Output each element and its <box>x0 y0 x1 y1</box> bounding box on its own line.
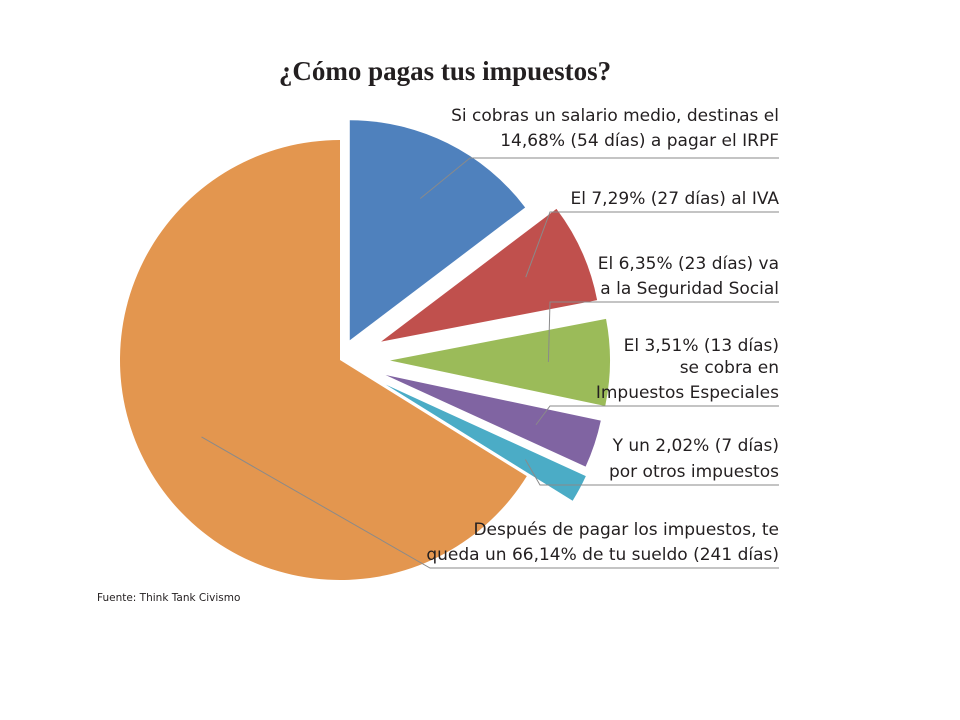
leader-line-4 <box>535 405 779 426</box>
slice-label-3: El 6,35% (23 días) va a la Seguridad Soci… <box>598 254 779 299</box>
slice-label-6: Después de pagar los impuestos, te queda … <box>426 520 779 565</box>
pie-slice-2 <box>381 208 598 342</box>
slice-labels: Si cobras un salario medio, destinas el 1… <box>426 106 779 565</box>
slice-label-1: Si cobras un salario medio, destinas el 1… <box>451 106 779 151</box>
pie-slice-4 <box>385 375 601 467</box>
slice-label-line: Impuestos Especiales <box>596 383 779 403</box>
leader-line-5 <box>524 459 779 486</box>
leader-line-2 <box>525 211 779 278</box>
slice-label-line: 14,68% (54 días) a pagar el IRPF <box>500 131 779 151</box>
slice-label-4: El 3,51% (13 días) se cobra en Impuestos E… <box>596 336 779 403</box>
slice-label-line: queda un 66,14% de tu sueldo (241 días) <box>426 545 779 565</box>
slice-label-line: se cobra en <box>680 358 779 378</box>
slice-label-2: El 7,29% (27 días) al IVA <box>571 189 780 209</box>
slice-label-line: El 3,51% (13 días) <box>624 336 779 356</box>
slice-label-line: El 6,35% (23 días) va <box>598 254 779 274</box>
slice-label-line: por otros impuestos <box>609 462 779 482</box>
pie-slice-5 <box>385 384 586 501</box>
pie-slice-1 <box>349 120 526 341</box>
chart-title: ¿Cómo pagas tus impuestos? <box>279 56 611 86</box>
leader-line-3 <box>547 301 779 362</box>
leader-line-6 <box>201 436 779 569</box>
slice-label-line: Y un 2,02% (7 días) <box>612 436 779 456</box>
slice-label-line: Si cobras un salario medio, destinas el <box>451 106 779 126</box>
pie-slice-3 <box>389 318 610 407</box>
pie-slice-6 <box>119 140 527 580</box>
slice-label-line: Después de pagar los impuestos, te <box>473 520 779 540</box>
slice-label-5: Y un 2,02% (7 días) por otros impuestos <box>609 436 779 482</box>
leader-lines <box>201 157 779 569</box>
slice-label-line: El 7,29% (27 días) al IVA <box>571 189 780 209</box>
leader-line-1 <box>419 157 779 199</box>
pie-slices <box>119 120 610 580</box>
source-note: Fuente: Think Tank Civismo <box>97 592 240 604</box>
slice-label-line: a la Seguridad Social <box>600 279 779 299</box>
